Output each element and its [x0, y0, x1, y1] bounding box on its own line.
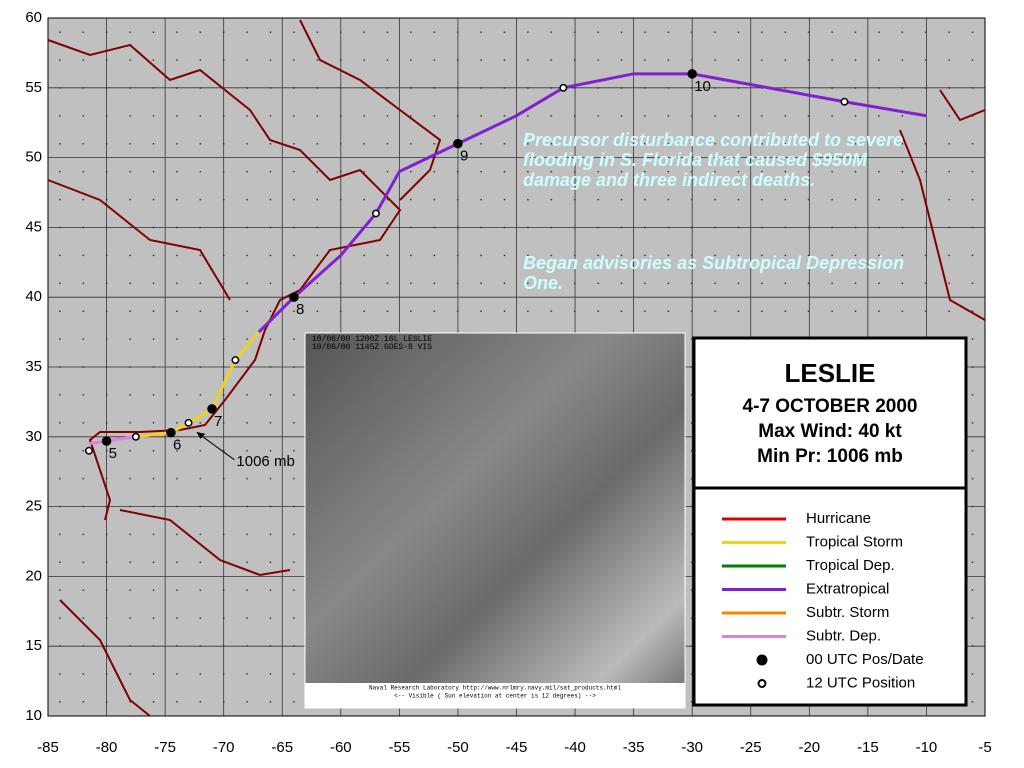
track-segment	[257, 72, 927, 334]
storm-name: LESLIE	[784, 358, 876, 388]
date-label: 8	[296, 301, 304, 318]
legend-marker	[757, 679, 767, 688]
y-tick-label: 15	[25, 637, 42, 654]
date-label: 9	[460, 148, 468, 165]
y-tick-label: 45	[25, 218, 42, 235]
legend-marker	[756, 654, 768, 666]
image-header: 10/06/00 1145Z GOES-8 VIS	[312, 343, 432, 352]
x-tick-label: -60	[330, 739, 352, 756]
legend-label: 12 UTC Position	[806, 674, 915, 691]
x-tick-label: -10	[916, 739, 938, 756]
position-marker	[131, 432, 140, 441]
x-tick-label: -85	[37, 739, 59, 756]
legend-label: 00 UTC Pos/Date	[806, 651, 924, 668]
max-wind: Max Wind: 40 kt	[758, 421, 902, 442]
legend-box	[692, 486, 968, 707]
y-tick-label: 20	[25, 567, 42, 584]
y-tick-label: 55	[25, 79, 42, 96]
annotation-arrow	[197, 432, 235, 461]
x-tick-label: -75	[154, 739, 176, 756]
x-tick-label: -40	[564, 739, 586, 756]
plot-frame	[47, 17, 986, 717]
position-marker	[166, 427, 176, 438]
legend-label: Tropical Storm	[806, 533, 903, 550]
x-tick-label: -15	[857, 739, 879, 756]
y-tick-label: 25	[25, 498, 42, 515]
x-tick-label: -5	[978, 739, 991, 756]
legend-label: Subtr. Storm	[806, 604, 889, 621]
position-marker	[101, 436, 112, 446]
x-tick-label: -20	[798, 739, 820, 756]
min-pressure: Min Pr: 1006 mb	[757, 446, 903, 467]
x-tick-label: -25	[740, 739, 762, 756]
position-marker	[840, 97, 849, 106]
position-marker	[184, 418, 193, 427]
legend-label: Hurricane	[806, 510, 871, 527]
y-tick-label: 30	[25, 428, 42, 445]
image-footer: <-- Visible ( Sun elevation at center is…	[394, 693, 596, 700]
legend-label: Extratropical	[806, 580, 889, 597]
x-tick-label: -55	[389, 739, 411, 756]
position-marker	[559, 83, 568, 92]
annotation: 1006 mb	[236, 453, 294, 470]
y-tick-label: 50	[25, 149, 42, 166]
y-tick-label: 10	[25, 707, 42, 724]
track-segment	[135, 331, 260, 439]
note: Began advisories as Subtropical Depressi…	[523, 253, 905, 293]
storm-dates: 4-7 OCTOBER 2000	[742, 396, 918, 417]
annotation-arrowhead	[196, 431, 206, 439]
x-tick-label: -35	[623, 739, 645, 756]
date-label: 10	[694, 78, 711, 95]
title-box	[692, 336, 968, 490]
position-marker	[231, 356, 240, 364]
image-footer: Naval Research Laboratory http://www.nrl…	[369, 685, 621, 692]
date-label: 6	[173, 437, 181, 454]
legend-label: Subtr. Dep.	[806, 627, 881, 644]
position-marker	[372, 209, 380, 218]
x-tick-label: -50	[447, 739, 469, 756]
date-label: 5	[109, 445, 117, 462]
satellite-footer	[305, 683, 685, 708]
position-marker	[207, 404, 217, 414]
position-marker	[85, 446, 93, 455]
position-marker	[453, 138, 463, 149]
x-tick-label: -30	[681, 739, 703, 756]
x-tick-label: -80	[96, 739, 118, 756]
image-header: 10/06/00 1200Z 16L LESLIE	[312, 335, 432, 344]
y-tick-label: 35	[25, 358, 42, 375]
legend-label: Tropical Dep.	[806, 557, 895, 574]
x-tick-label: -45	[506, 739, 528, 756]
x-tick-label: -65	[271, 739, 293, 756]
satellite-image	[304, 332, 686, 709]
position-marker	[289, 292, 299, 302]
date-label: 7	[214, 413, 222, 430]
y-tick-label: 40	[25, 288, 42, 305]
y-tick-label: 60	[25, 9, 42, 26]
x-tick-label: -70	[213, 739, 235, 756]
position-marker	[687, 69, 697, 79]
note: Precursor disturbance contributed to sev…	[523, 130, 904, 190]
